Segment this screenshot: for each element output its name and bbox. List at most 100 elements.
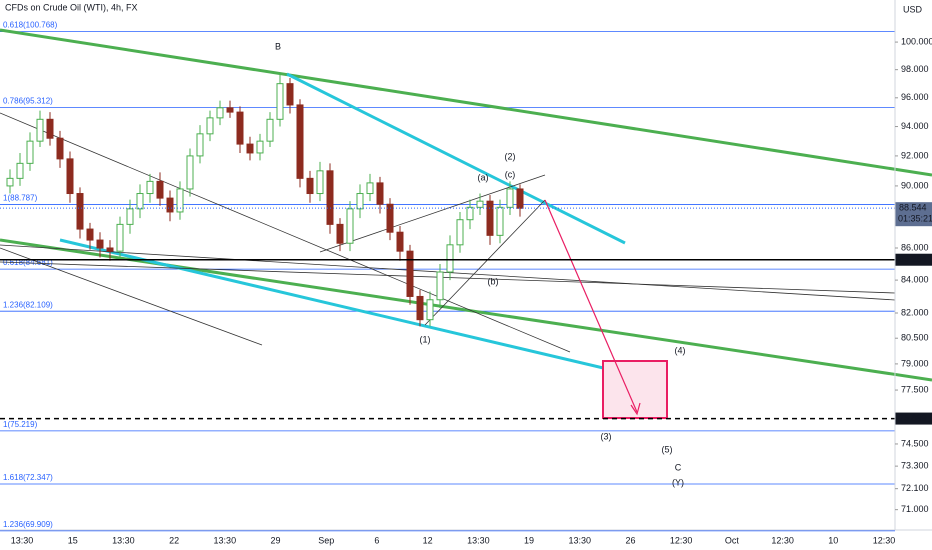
- candle-body: [316, 170, 324, 195]
- candle-body: [196, 133, 204, 157]
- trendline: [0, 28, 932, 177]
- candle-body: [266, 118, 274, 142]
- currency: USD: [903, 4, 923, 14]
- fib-level-label: 0.618(100.768): [3, 21, 58, 30]
- candle-body: [326, 170, 334, 225]
- candle-body: [106, 247, 114, 252]
- wedge-line: [424, 199, 546, 326]
- y-tick-label: 86.000: [901, 242, 929, 252]
- candle-body: [256, 140, 264, 154]
- wave-label: (1): [420, 334, 431, 344]
- target-box: [602, 360, 668, 419]
- price-label-box: [895, 412, 932, 425]
- candle-body: [226, 107, 234, 113]
- fib-level-label: 1.236(82.109): [3, 300, 53, 309]
- x-tick-label: Oct: [725, 535, 740, 545]
- x-tick-label: 6: [374, 535, 379, 545]
- candle-body: [506, 188, 514, 208]
- wedge-line: [319, 174, 546, 253]
- y-tick-label: 96.000: [901, 92, 929, 102]
- candle-body: [386, 203, 394, 233]
- candle-body: [206, 117, 214, 135]
- x-tick-label: 12:30: [873, 535, 896, 545]
- candle-body: [296, 104, 304, 179]
- x-tick-label: 13:30: [568, 535, 591, 545]
- wave-label: (c): [505, 169, 516, 179]
- x-tick-label: 12:30: [771, 535, 794, 545]
- x-tick-label: 29: [271, 535, 281, 545]
- candle-body: [456, 219, 464, 246]
- candle-body: [306, 177, 314, 195]
- y-tick-label: 79.000: [901, 358, 929, 368]
- candle-body: [356, 193, 364, 210]
- candle-body: [186, 155, 194, 190]
- y-tick-label: 84.000: [901, 274, 929, 284]
- arrow-head: [630, 402, 641, 416]
- wave-label: C: [675, 462, 682, 472]
- x-tick-label: 26: [625, 535, 635, 545]
- candle-body: [156, 180, 164, 199]
- candle-body: [516, 188, 524, 209]
- last-price-label: 88.544: [899, 203, 927, 213]
- fib-level-label: 1.236(69.909): [3, 520, 53, 529]
- candle-body: [436, 271, 444, 301]
- chart-title: CFDs on Crude Oil (WTI), 4h, FX: [5, 2, 138, 12]
- x-tick-label: 19: [524, 535, 534, 545]
- candle-body: [406, 250, 414, 297]
- candle-body: [366, 182, 374, 195]
- y-tick-label: 98.000: [901, 64, 929, 74]
- candle-body: [26, 140, 34, 164]
- trendline: [0, 247, 263, 346]
- candle-body: [236, 111, 244, 145]
- candle-body: [346, 208, 354, 244]
- y-tick-label: 80.500: [901, 333, 929, 343]
- candle-body: [446, 244, 454, 273]
- candle-body: [286, 83, 294, 106]
- y-tick-label: 71.000: [901, 504, 929, 514]
- candle-body: [36, 118, 44, 142]
- wave-label: (b): [488, 276, 499, 286]
- x-tick-label: 12: [423, 535, 433, 545]
- candle-body: [486, 200, 494, 236]
- candle-body: [136, 193, 144, 210]
- trendline: [0, 112, 571, 353]
- candle-body: [496, 206, 504, 236]
- x-tick-label: 22: [169, 535, 179, 545]
- x-tick-label: 13:30: [112, 535, 135, 545]
- x-tick-label: 12:30: [670, 535, 693, 545]
- candle-body: [16, 162, 24, 179]
- price-label: 75.899: [899, 413, 927, 423]
- candle-body: [466, 206, 474, 221]
- candle-body: [276, 83, 284, 120]
- price-label-box: [895, 253, 932, 266]
- candle-body: [116, 223, 124, 252]
- candle-body: [76, 193, 84, 230]
- y-tick-label: 73.300: [901, 461, 929, 471]
- y-tick-label: 72.100: [901, 483, 929, 493]
- trendline: [0, 261, 896, 294]
- wave-label: (Y): [672, 477, 684, 487]
- y-tick-label: 100.000: [901, 36, 932, 46]
- y-tick-label: 94.000: [901, 121, 929, 131]
- y-tick-label: 74.500: [901, 438, 929, 448]
- x-tick-label: 13:30: [11, 535, 34, 545]
- x-tick-label: 10: [828, 535, 838, 545]
- fib-level-label: 1(88.787): [3, 194, 38, 203]
- candle-body: [246, 143, 254, 154]
- candle-body: [66, 158, 74, 195]
- wave-label: (3): [601, 431, 612, 441]
- candle-body: [6, 177, 14, 187]
- last-price-box: [895, 202, 932, 227]
- x-tick-label: Sep: [318, 535, 334, 545]
- x-tick-label: 15: [68, 535, 78, 545]
- candle-body: [146, 180, 154, 195]
- y-tick-label: 90.000: [901, 180, 929, 190]
- candle-body: [416, 295, 424, 321]
- candle-body: [476, 200, 484, 208]
- projection-arrow: [544, 199, 638, 413]
- candle-body: [86, 228, 94, 241]
- candle-body: [46, 118, 54, 139]
- wave-label: B: [275, 41, 281, 51]
